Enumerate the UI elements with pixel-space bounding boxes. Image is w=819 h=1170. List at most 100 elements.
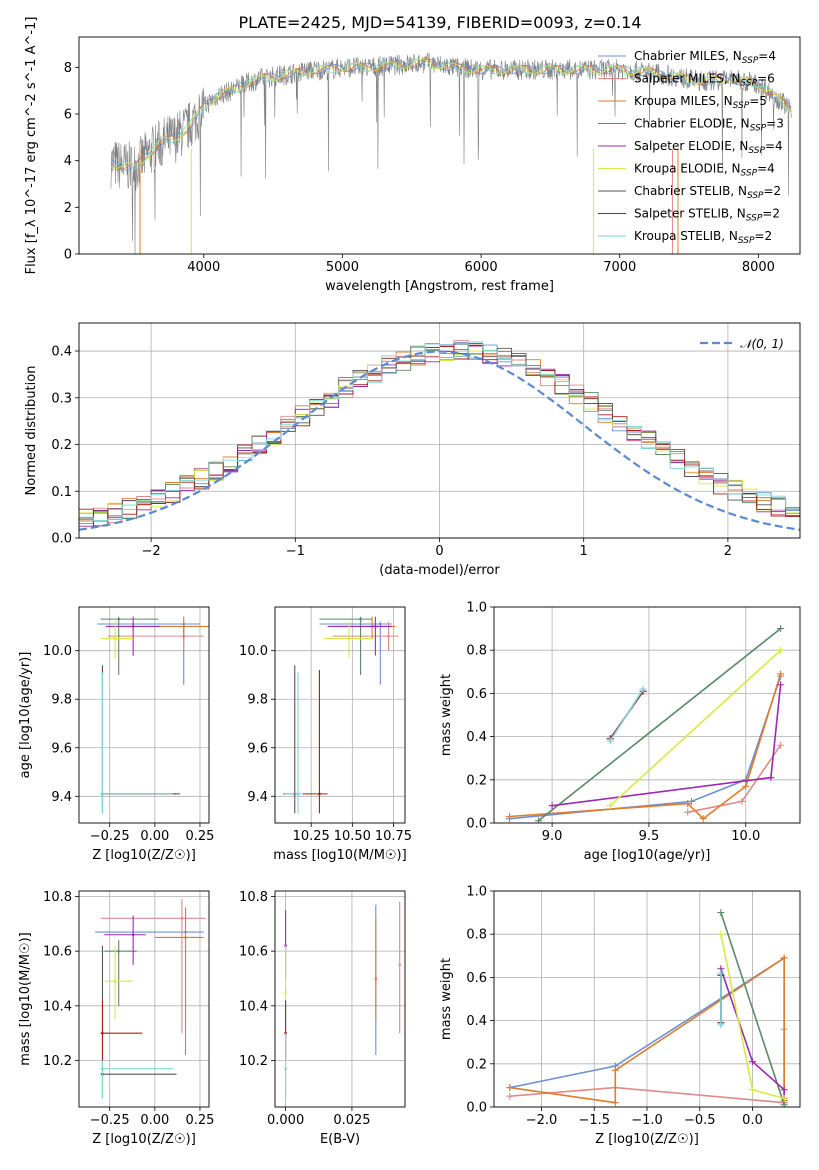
series-marker xyxy=(506,1084,514,1092)
age_vs_mass-axes: 10.25 10.50 10.75 9.4 9.6 9.8 10.0 mass [log10(… xyxy=(239,606,412,863)
y-tick-label: 10.2 xyxy=(239,1054,268,1069)
data-point xyxy=(180,917,184,920)
data-point xyxy=(101,1067,104,1071)
x-tick-label: −2 xyxy=(142,544,161,559)
data-point xyxy=(117,949,121,953)
weight_vs_Z-plot-area xyxy=(506,909,788,1107)
x-tick-label: 9.0 xyxy=(542,829,563,844)
axes-frame xyxy=(78,606,210,824)
x-tick-label: 10.75 xyxy=(375,829,412,844)
y-tick-label: 10.2 xyxy=(43,1054,72,1069)
y-tick-label: 10.0 xyxy=(239,644,268,659)
data-point xyxy=(284,990,287,994)
x-tick-label: 0.00 xyxy=(140,1113,169,1128)
legend-entry: Salpeter ELODIE, NSSP=4 xyxy=(634,139,783,156)
series-marker xyxy=(749,1086,757,1094)
series-marker xyxy=(535,817,543,823)
axes-frame xyxy=(78,36,801,255)
axes-frame xyxy=(493,606,801,824)
y-tick-label: 6 xyxy=(64,108,72,123)
legend-entry: Salpeter MILES, NSSP=6 xyxy=(634,72,775,89)
series-marker xyxy=(780,1086,788,1094)
series-marker xyxy=(749,1058,757,1066)
axes-frame xyxy=(493,890,801,1108)
mass_vs_Z-plot-area xyxy=(95,899,206,1099)
y-tick-label: 0.8 xyxy=(466,644,487,659)
mass-weight-series-line xyxy=(609,688,644,742)
mass-weight-series-line xyxy=(720,912,785,1106)
legend-entry: Kroupa MILES, NSSP=5 xyxy=(634,94,767,111)
data-point xyxy=(374,977,378,980)
x-tick-label: 10.25 xyxy=(293,829,330,844)
y-tick-label: 10.4 xyxy=(43,999,72,1014)
series-marker xyxy=(738,797,746,805)
series-marker xyxy=(767,774,775,782)
y-tick-label: 0.2 xyxy=(466,1057,487,1072)
y-tick-label: 0.2 xyxy=(466,773,487,788)
series-marker xyxy=(717,930,725,938)
series-marker xyxy=(717,1021,725,1029)
x-tick-label: 0.025 xyxy=(333,1113,370,1128)
data-point xyxy=(101,1031,104,1035)
age_vs_Z-plot-area xyxy=(97,616,209,814)
x-tick-label: 10.0 xyxy=(731,829,760,844)
data-point xyxy=(347,637,351,640)
series-marker xyxy=(742,782,750,790)
axes-frame xyxy=(78,890,210,1108)
data-point xyxy=(359,617,362,621)
legend-entry: Kroupa ELODIE, NSSP=4 xyxy=(634,162,775,179)
series-marker xyxy=(777,741,785,749)
data-point xyxy=(131,933,135,937)
x-tick-label: −0.5 xyxy=(684,1113,716,1128)
x-axis-label: Z [log10(Z/Z☉)] xyxy=(92,1132,196,1147)
data-point xyxy=(318,792,321,796)
spectrum-title: PLATE=2425, MJD=54139, FIBERID=0093, z=0… xyxy=(238,13,641,32)
y-axis-label: Normed distribution xyxy=(24,366,39,496)
y-tick-label: 10.6 xyxy=(239,945,268,960)
mass_vs_ebv-axes: 0.000 0.025 10.2 10.4 10.6 10.8 E(B-V) xyxy=(239,890,406,1147)
y-tick-label: 1.0 xyxy=(466,601,487,616)
residuals-axes: −2 −1 0 1 2 0.0 0.1 0.2 0.3 0.4 (data-model)/error… xyxy=(24,322,801,578)
data-point xyxy=(398,963,401,967)
x-tick-label: 0 xyxy=(435,544,443,559)
y-tick-label: 0.0 xyxy=(466,1101,487,1116)
legend-entry: Chabrier MILES, NSSP=4 xyxy=(634,49,776,66)
mass-weight-series-line xyxy=(609,649,782,807)
series-marker xyxy=(505,813,513,821)
y-tick-label: 8 xyxy=(64,61,72,76)
data-point xyxy=(387,634,390,638)
series-marker xyxy=(777,670,785,678)
x-tick-label: 0.000 xyxy=(267,1113,304,1128)
y-tick-label: 9.6 xyxy=(51,741,72,756)
series-marker xyxy=(611,1066,619,1074)
x-tick-label: 10.50 xyxy=(334,829,371,844)
series-marker xyxy=(717,909,725,917)
y-tick-label: 0.2 xyxy=(51,438,72,453)
series-marker xyxy=(777,646,785,654)
data-point xyxy=(131,625,135,628)
y-axis-label: Flux [f_λ 10^-17 erg cm^-2 s^-1 A^-1] xyxy=(24,17,39,275)
x-tick-label: −1.5 xyxy=(578,1113,610,1128)
y-tick-label: 0.1 xyxy=(51,485,72,500)
model-spectrum-line xyxy=(110,58,792,169)
axes-frame xyxy=(274,890,406,1108)
plot-layer: 4000 5000 6000 7000 8000 0 2 4 6 8 wavelength [Ang… xyxy=(18,17,801,1147)
y-axis-label: mass weight xyxy=(439,674,454,756)
y-tick-label: 0.4 xyxy=(466,1014,487,1029)
y-tick-label: 10.8 xyxy=(239,890,268,905)
age_vs_mass-plot-area xyxy=(283,616,399,814)
x-tick-label: 0.00 xyxy=(140,829,169,844)
y-tick-label: 0.0 xyxy=(51,532,72,547)
series-marker xyxy=(606,737,614,745)
x-axis-label: wavelength [Angstrom, rest frame] xyxy=(325,279,554,294)
x-tick-label: 5000 xyxy=(326,260,359,275)
series-marker xyxy=(548,802,556,810)
legend-entry-gaussian: 𝒩(0, 1) xyxy=(740,337,784,351)
mass_vs_Z-axes: −0.25 0.00 0.25 10.2 10.4 10.6 10.8 Z [log10(Z/… xyxy=(18,890,214,1147)
spectrum-axes: 4000 5000 6000 7000 8000 0 2 4 6 8 wavelength [Ang… xyxy=(24,17,801,294)
weight_vs_age-axes: 9.0 9.5 10.0 0.0 0.2 0.4 0.6 0.8 1.0 age [log10(a… xyxy=(439,601,801,863)
axes-frame xyxy=(274,606,406,824)
y-tick-label: 0.6 xyxy=(466,687,487,702)
series-marker xyxy=(688,797,696,805)
